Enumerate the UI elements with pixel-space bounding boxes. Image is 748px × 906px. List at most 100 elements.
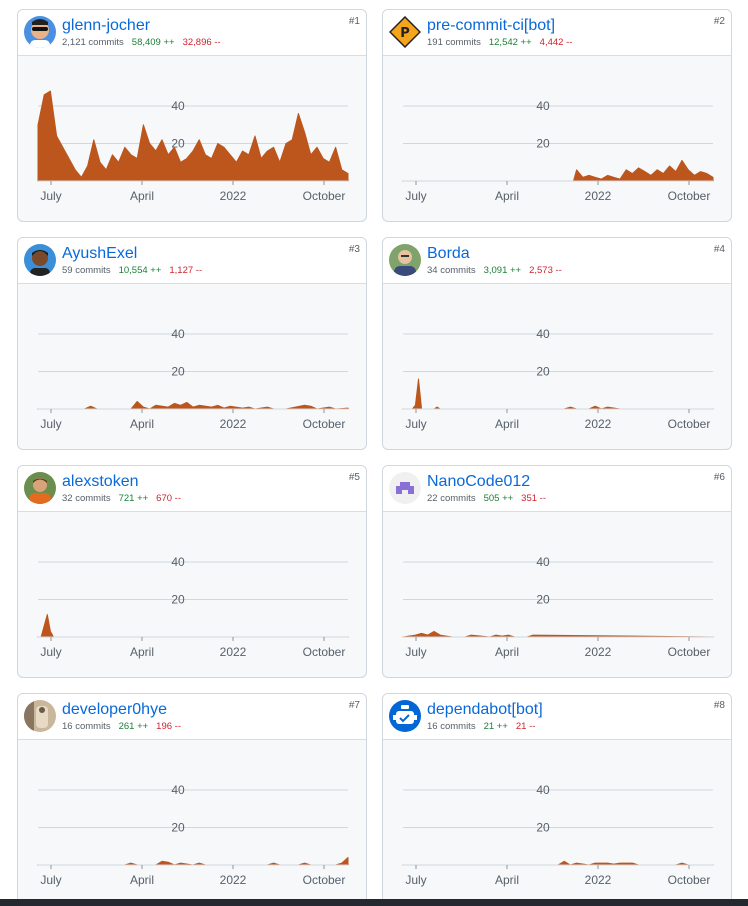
contributor-card: P pre-commit-ci[bot] 191 commits 12,542 +…: [382, 9, 732, 222]
contributor-card: developer0hye 16 commits 261 ++ 196 -- #7 …: [17, 693, 367, 906]
contributor-stats: 16 commits 261 ++ 196 --: [62, 721, 181, 733]
y-tick-label: 20: [536, 365, 550, 379]
x-tick-label: July: [40, 645, 61, 659]
contribution-area: [402, 378, 714, 410]
contributor-stats: 34 commits 3,091 ++ 2,573 --: [427, 265, 562, 277]
commit-count[interactable]: 16 commits: [62, 721, 111, 732]
contributions-area-chart: 40 20 July April 2022 October: [37, 555, 349, 659]
card-header: glenn-jocher 2,121 commits 58,409 ++ 32,89…: [18, 10, 366, 56]
contribution-area: [402, 860, 714, 866]
deletions-count: 351 --: [521, 493, 546, 504]
additions-count: 721 ++: [118, 493, 149, 504]
contribution-area: [402, 159, 714, 182]
contributor-name-link[interactable]: NanoCode012: [427, 473, 531, 490]
rank-label: #2: [713, 16, 725, 27]
contributor-name-link[interactable]: glenn-jocher: [62, 17, 151, 34]
contribution-area: [37, 401, 349, 410]
rank-label: #6: [713, 472, 725, 483]
y-tick-label: 40: [171, 555, 185, 569]
contributor-name-link[interactable]: AyushExel: [62, 245, 138, 262]
person-avatar-icon[interactable]: [389, 244, 421, 276]
additions-count: 505 ++: [483, 493, 514, 504]
dependabot-logo-avatar-icon[interactable]: [389, 700, 421, 732]
deletions-count: 4,442 --: [539, 37, 573, 48]
commit-count[interactable]: 16 commits: [427, 721, 476, 732]
contributions-area-chart: 40 20 July April 2022 October: [37, 327, 349, 431]
deletions-count: 32,896 --: [182, 37, 221, 48]
x-tick-label: 2022: [585, 645, 612, 659]
x-tick-label: October: [303, 189, 346, 203]
x-tick-label: October: [668, 189, 711, 203]
x-tick-label: 2022: [220, 873, 247, 887]
svg-text:P: P: [400, 26, 410, 41]
rank-label: #4: [713, 244, 725, 255]
contribution-area: [37, 857, 349, 866]
contributor-name-link[interactable]: alexstoken: [62, 473, 139, 490]
photo-avatar-icon[interactable]: [24, 700, 56, 732]
rank-label: #3: [348, 244, 360, 255]
deletions-count: 196 --: [156, 721, 181, 732]
commit-count[interactable]: 59 commits: [62, 265, 111, 276]
commit-count[interactable]: 32 commits: [62, 493, 111, 504]
x-tick-label: July: [405, 645, 426, 659]
x-tick-label: April: [130, 189, 154, 203]
y-tick-label: 20: [171, 821, 185, 835]
commit-count[interactable]: 34 commits: [427, 265, 476, 276]
additions-count: 12,542 ++: [488, 37, 532, 48]
commit-count[interactable]: 191 commits: [427, 37, 481, 48]
contributor-name-link[interactable]: pre-commit-ci[bot]: [427, 17, 556, 34]
contributor-stats: 2,121 commits 58,409 ++ 32,896 --: [62, 37, 221, 49]
person-avatar-icon[interactable]: [24, 472, 56, 504]
contributor-card: NanoCode012 22 commits 505 ++ 351 -- #6 40…: [382, 465, 732, 678]
rank-label: #5: [348, 472, 360, 483]
x-tick-label: April: [130, 873, 154, 887]
contributor-name-link[interactable]: developer0hye: [62, 701, 167, 718]
x-tick-label: 2022: [220, 189, 247, 203]
y-tick-label: 40: [536, 327, 550, 341]
x-tick-label: 2022: [220, 417, 247, 431]
contributor-stats: 59 commits 10,554 ++ 1,127 --: [62, 265, 202, 277]
x-tick-label: October: [303, 645, 346, 659]
y-tick-label: 20: [536, 137, 550, 151]
contributor-name-link[interactable]: dependabot[bot]: [427, 701, 543, 718]
x-tick-label: 2022: [585, 873, 612, 887]
x-tick-label: July: [405, 873, 426, 887]
y-tick-label: 40: [171, 327, 185, 341]
additions-count: 3,091 ++: [483, 265, 522, 276]
additions-count: 10,554 ++: [118, 265, 162, 276]
contribution-area: [37, 90, 349, 182]
x-tick-label: October: [303, 873, 346, 887]
pre-commit-logo-avatar-icon[interactable]: P: [389, 16, 421, 48]
rank-label: #1: [348, 16, 360, 27]
card-header: NanoCode012 22 commits 505 ++ 351 -- #6: [383, 466, 731, 512]
x-tick-label: 2022: [585, 189, 612, 203]
x-tick-label: 2022: [585, 417, 612, 431]
commit-count[interactable]: 22 commits: [427, 493, 476, 504]
x-tick-label: July: [40, 417, 61, 431]
rank-label: #7: [348, 700, 360, 711]
commit-count[interactable]: 2,121 commits: [62, 37, 124, 48]
contributions-area-chart: 40 20 July April 2022 October: [402, 327, 714, 431]
additions-count: 21 ++: [483, 721, 508, 732]
x-tick-label: October: [668, 645, 711, 659]
y-tick-label: 20: [171, 593, 185, 607]
x-tick-label: April: [495, 417, 519, 431]
bottom-bar: [0, 899, 748, 906]
deletions-count: 2,573 --: [529, 265, 562, 276]
contribution-area: [402, 630, 714, 638]
identicon-avatar-icon[interactable]: [389, 472, 421, 504]
contributor-stats: 32 commits 721 ++ 670 --: [62, 493, 181, 505]
person-avatar-icon[interactable]: [24, 244, 56, 276]
person-sunglasses-avatar-icon[interactable]: [24, 16, 56, 48]
deletions-count: 21 --: [515, 721, 536, 732]
x-tick-label: July: [405, 417, 426, 431]
contributor-name-link[interactable]: Borda: [427, 245, 470, 262]
contributor-stats: 16 commits 21 ++ 21 --: [427, 721, 535, 733]
x-tick-label: April: [130, 417, 154, 431]
card-header: Borda 34 commits 3,091 ++ 2,573 -- #4: [383, 238, 731, 284]
contributions-area-chart: 40 20 July April 2022 October: [402, 99, 714, 203]
additions-count: 261 ++: [118, 721, 149, 732]
card-header: alexstoken 32 commits 721 ++ 670 -- #5: [18, 466, 366, 512]
contribution-area: [37, 614, 349, 638]
y-tick-label: 40: [536, 555, 550, 569]
